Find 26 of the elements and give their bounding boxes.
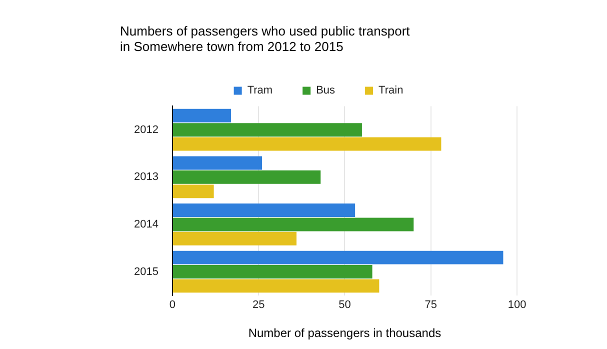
bar [172, 204, 356, 217]
bar [172, 250, 504, 264]
x-axis-title: Number of passengers in thousands [248, 326, 442, 340]
bar [172, 170, 321, 184]
bar [172, 108, 232, 122]
y-tick-label: 2015 [134, 266, 158, 278]
bar [172, 156, 262, 170]
bar [172, 218, 414, 232]
bar [172, 279, 380, 293]
legend-label: Train [378, 84, 404, 97]
legend-label: Bus [316, 84, 336, 97]
legend-label: Tram [247, 84, 273, 97]
bar [172, 123, 362, 137]
x-tick-label: 75 [424, 299, 437, 312]
bar [172, 184, 214, 198]
y-tick-label: 2014 [134, 218, 158, 230]
x-tick-label: 50 [338, 299, 351, 312]
x-tick-label: 0 [169, 299, 176, 312]
bar [172, 137, 442, 151]
x-tick-label: 25 [252, 299, 265, 312]
bar [172, 265, 372, 278]
y-tick-label: 2013 [134, 171, 158, 184]
y-tick-label: 2012 [134, 124, 158, 136]
x-tick-label: 100 [508, 299, 526, 312]
bar [172, 232, 296, 246]
chart-title: Numbers of passengers who used public transport in Somewhere town from 2012 to 2015 [120, 23, 410, 54]
